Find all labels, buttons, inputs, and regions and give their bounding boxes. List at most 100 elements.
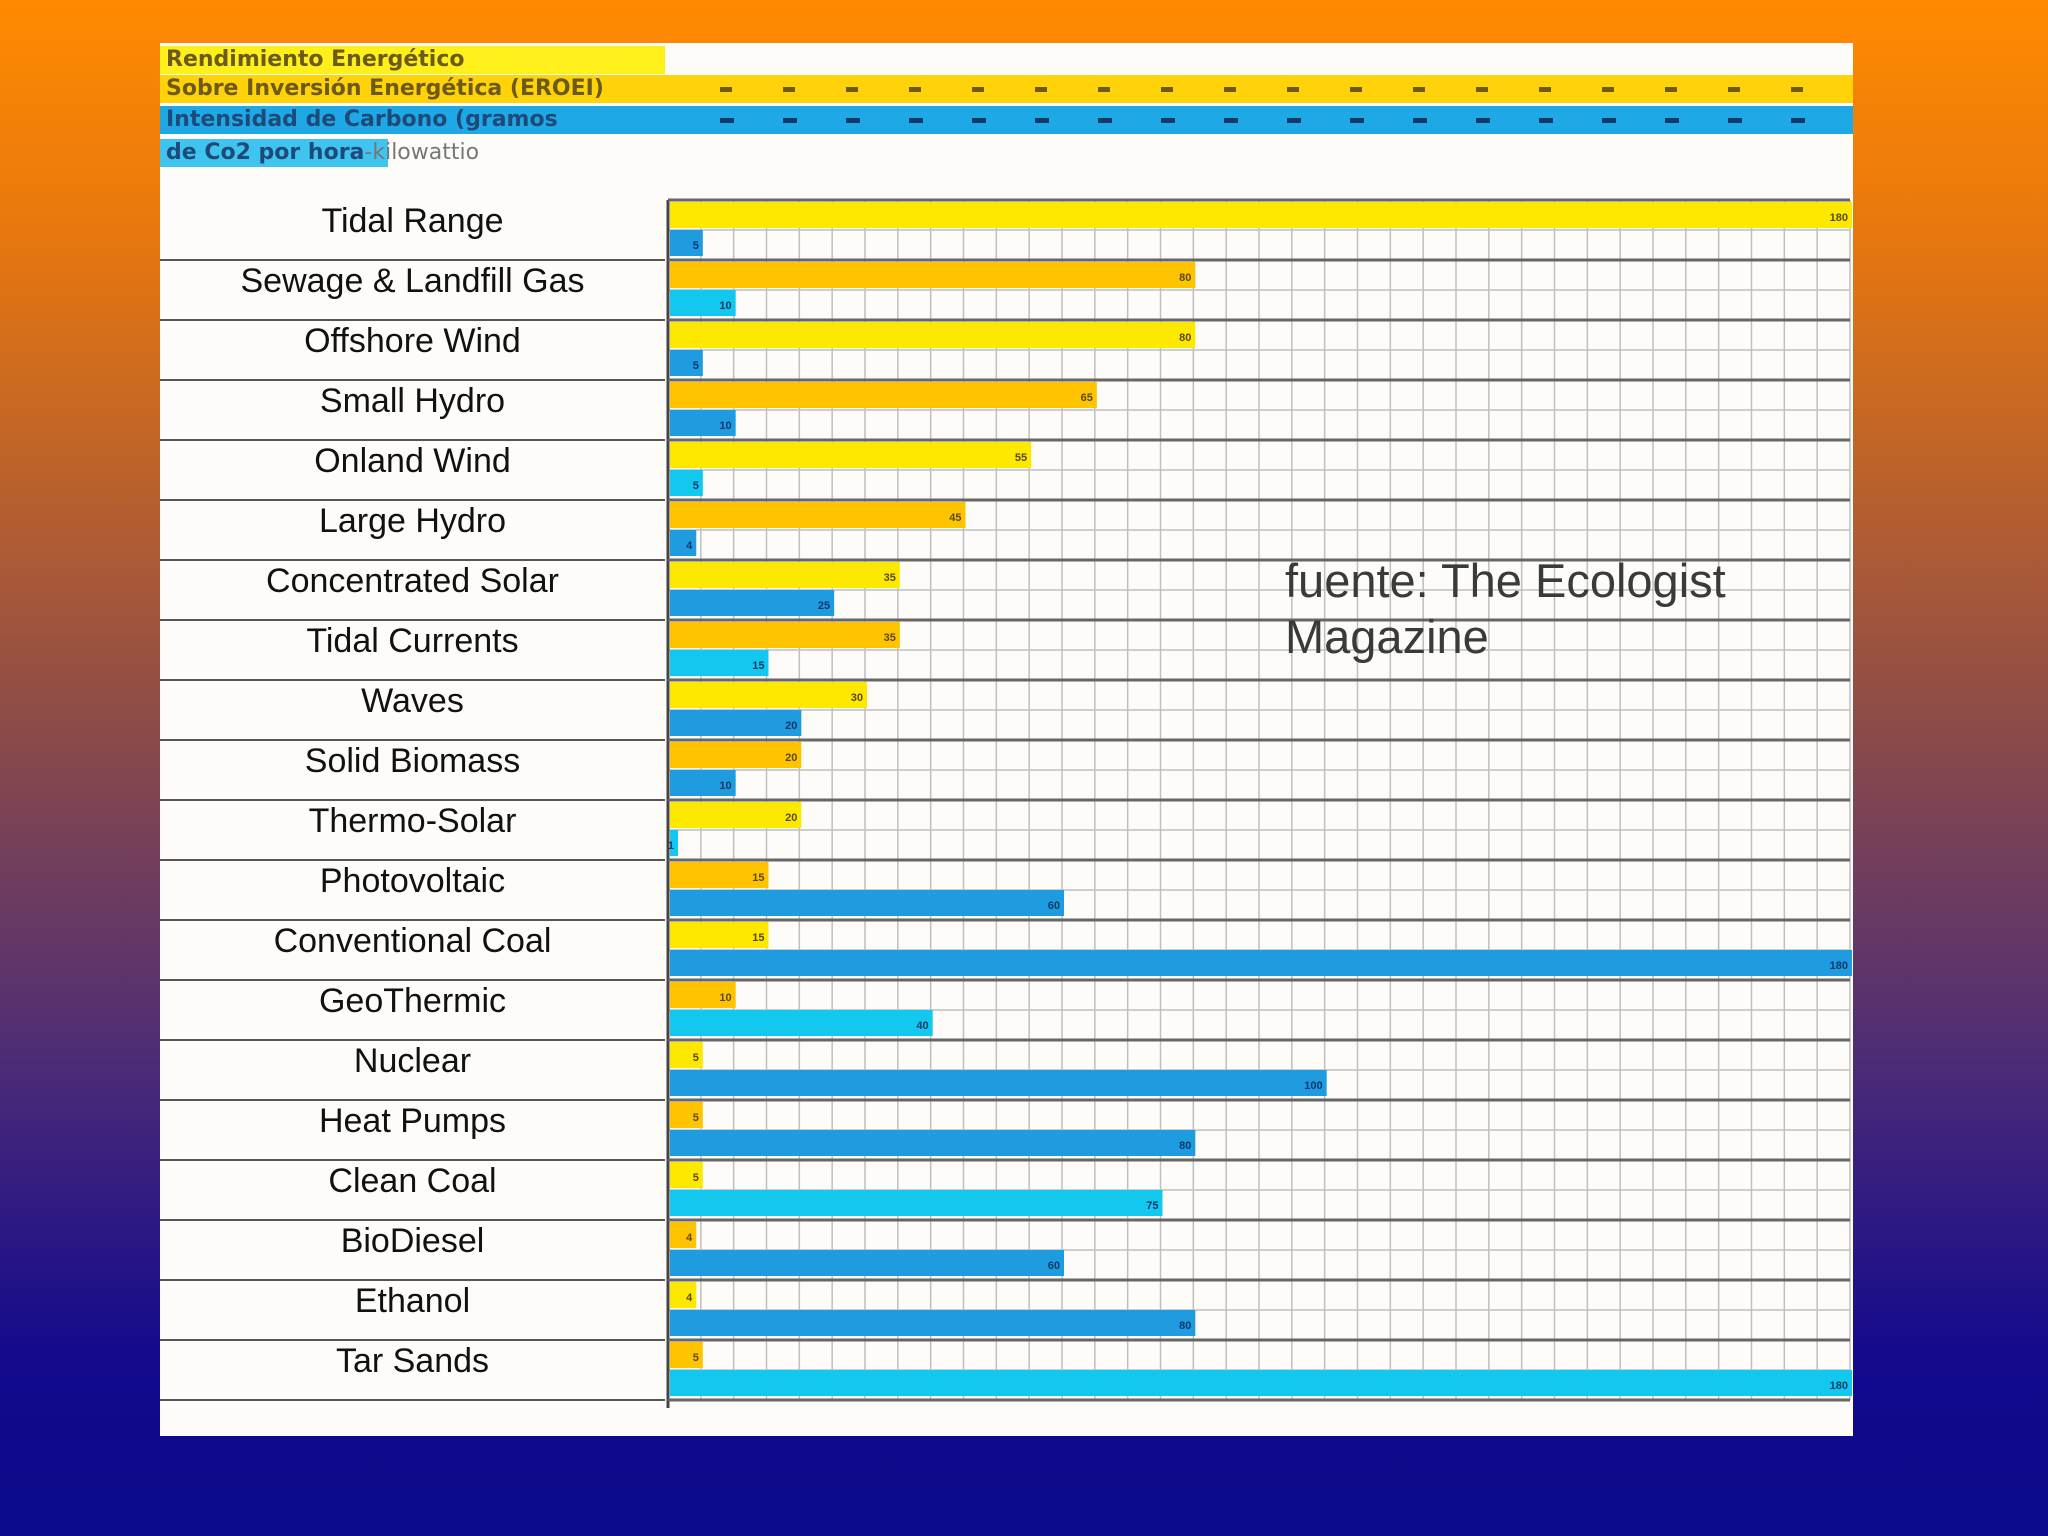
bar-eroei (670, 502, 966, 528)
header-tick-eroei (1728, 87, 1740, 92)
data-label-eroei: 20 (785, 812, 797, 824)
bar-eroei (670, 622, 900, 648)
label-separator (160, 319, 665, 321)
bar-eroei (670, 322, 1196, 348)
header-tick-eroei (1413, 87, 1425, 92)
data-label-carbon: 60 (1048, 900, 1060, 912)
category-label: Tidal Range (321, 202, 504, 240)
header-tick-eroei (1539, 87, 1551, 92)
category-label: Concentrated Solar (266, 562, 559, 600)
legend-eroei-label: Sobre Inversión Energética (EROEI) (166, 76, 604, 101)
legend-title: Rendimiento Energético (166, 47, 465, 72)
header-tick-eroei (1602, 87, 1614, 92)
bar-eroei (670, 442, 1032, 468)
label-separator (160, 559, 665, 561)
data-label-eroei: 30 (851, 692, 863, 704)
bar-eroei (670, 262, 1196, 288)
data-label-carbon: 4 (686, 540, 693, 552)
header-tick-carbon (720, 118, 734, 123)
bar-eroei (670, 862, 769, 888)
header-tick-eroei (1350, 87, 1362, 92)
category-label: Conventional Coal (273, 922, 552, 960)
data-label-eroei: 180 (1830, 212, 1848, 224)
data-label-carbon: 25 (818, 600, 830, 612)
bar-carbon (670, 1070, 1327, 1096)
category-label: Photovoltaic (319, 862, 506, 900)
header-tick-carbon (1098, 118, 1112, 123)
category-label: Ethanol (354, 1282, 471, 1320)
bar-carbon (670, 230, 703, 256)
category-label: Thermo-Solar (308, 802, 517, 840)
bar-carbon (670, 830, 678, 856)
data-label-eroei: 80 (1179, 332, 1191, 344)
bar-carbon (670, 650, 769, 676)
bar-eroei (670, 1102, 703, 1128)
bar-eroei (670, 1342, 703, 1368)
header-band-carbon-unit (160, 139, 388, 167)
header-tick-carbon (1413, 118, 1427, 123)
legend-carbon-unit-a: de Co2 por hora (166, 140, 365, 165)
header-tick-carbon (1665, 118, 1679, 123)
bar-chart: 1805801080565105554543525351530202010201… (666, 87, 1852, 1408)
header-tick-carbon (1476, 118, 1490, 123)
data-label-carbon: 100 (1304, 1080, 1322, 1092)
category-label: Solid Biomass (304, 742, 521, 780)
header-tick-carbon (1728, 118, 1742, 123)
bar-eroei (670, 682, 867, 708)
legend-carbon-unit: de Co2 por hora-kilowattio (166, 139, 479, 167)
header-tick-carbon (1161, 118, 1175, 123)
source-note: fuente: The Ecologist Magazine (1285, 553, 1885, 665)
data-label-eroei: 55 (1015, 452, 1027, 464)
data-label-carbon: 10 (719, 300, 731, 312)
bar-eroei (670, 802, 802, 828)
header-tick-carbon (846, 118, 860, 123)
bar-carbon (670, 590, 835, 616)
bar-carbon (670, 950, 1852, 976)
bar-carbon (670, 350, 703, 376)
header-tick-eroei (783, 87, 795, 92)
header-tick-eroei (1791, 87, 1803, 92)
label-separator (160, 1399, 665, 1401)
bar-eroei (670, 1042, 703, 1068)
label-separator (160, 679, 665, 681)
header-tick-eroei (909, 87, 921, 92)
bar-eroei (670, 1162, 703, 1188)
header-band-eroei (160, 75, 1853, 103)
data-label-carbon: 5 (693, 360, 699, 372)
bar-eroei (670, 742, 802, 768)
header-band-title (160, 46, 665, 74)
data-label-eroei: 80 (1179, 272, 1191, 284)
label-separator (160, 379, 665, 381)
legend-carbon-label: Intensidad de Carbono (gramos (166, 107, 558, 132)
bar-eroei (670, 1222, 697, 1248)
bar-carbon (670, 410, 736, 436)
category-label: Heat Pumps (318, 1102, 507, 1140)
header-tick-eroei (1161, 87, 1173, 92)
header-tick-carbon (1287, 118, 1301, 123)
label-separator (160, 259, 665, 261)
data-label-eroei: 5 (693, 1112, 699, 1124)
label-separator (160, 1159, 665, 1161)
label-separator (160, 919, 665, 921)
category-label: Offshore Wind (304, 322, 521, 360)
header-tick-eroei (1665, 87, 1677, 92)
bar-eroei (670, 382, 1097, 408)
data-label-carbon: 10 (719, 420, 731, 432)
label-separator (160, 1279, 665, 1281)
label-separator (160, 439, 665, 441)
bar-carbon (670, 290, 736, 316)
label-separator (160, 1099, 665, 1101)
bar-carbon (670, 890, 1064, 916)
category-label: Onland Wind (314, 442, 511, 480)
header-band-carbon (160, 106, 1853, 134)
header-tick-eroei (1224, 87, 1236, 92)
data-label-carbon: 20 (785, 720, 797, 732)
source-note-line2: Magazine (1285, 610, 1489, 663)
data-label-eroei: 10 (719, 992, 731, 1004)
data-label-carbon: 5 (693, 240, 699, 252)
label-separator (160, 739, 665, 741)
bar-carbon (670, 530, 697, 556)
category-label: Clean Coal (328, 1162, 497, 1200)
header-tick-eroei (1035, 87, 1047, 92)
category-label: BioDiesel (340, 1222, 485, 1260)
